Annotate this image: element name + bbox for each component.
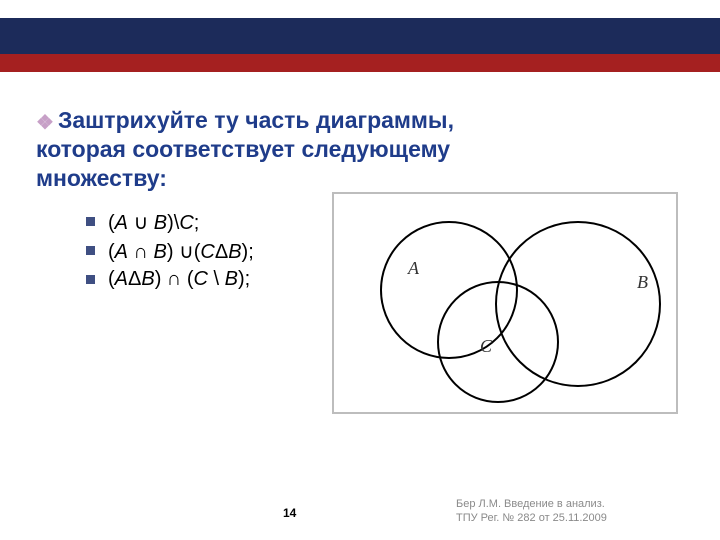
bullet-list: (A ∪ B)\C; (A ∩ B) ∪(CΔB); (AΔB) ∩ (C \ B)…	[86, 210, 254, 295]
square-bullet-icon	[86, 275, 95, 284]
venn-label-b: B	[637, 272, 648, 292]
venn-diagram: A B C	[332, 192, 678, 414]
bullet-text: (AΔB) ∩ (C \ B);	[108, 268, 250, 291]
square-bullet-icon	[86, 246, 95, 255]
diamond-icon: ❖	[36, 113, 54, 133]
credit-text: Бер Л.М. Введение в анализ.ТПУ Рег. № 28…	[456, 498, 607, 526]
venn-svg: A B C	[334, 194, 676, 412]
bullet-text: (A ∩ B) ∪(CΔB);	[108, 239, 254, 264]
bullet-text: (A ∪ B)\C;	[108, 210, 199, 235]
bullet-item: (A ∩ B) ∪(CΔB);	[86, 239, 254, 264]
bullet-item: (AΔB) ∩ (C \ B);	[86, 268, 254, 291]
heading: ❖Заштрихуйте ту часть диаграммы, которая …	[36, 106, 676, 192]
venn-circle-b	[496, 222, 660, 386]
bullet-item: (A ∪ B)\C;	[86, 210, 254, 235]
page-number: 14	[283, 506, 296, 520]
venn-label-c: C	[480, 336, 493, 356]
venn-circle-c	[438, 282, 558, 402]
heading-line1: Заштрихуйте ту часть диаграммы,	[58, 107, 454, 133]
heading-line3: множеству:	[36, 165, 167, 191]
heading-line2: которая соответствует следующему	[36, 136, 450, 162]
venn-label-a: A	[407, 258, 420, 278]
square-bullet-icon	[86, 217, 95, 226]
